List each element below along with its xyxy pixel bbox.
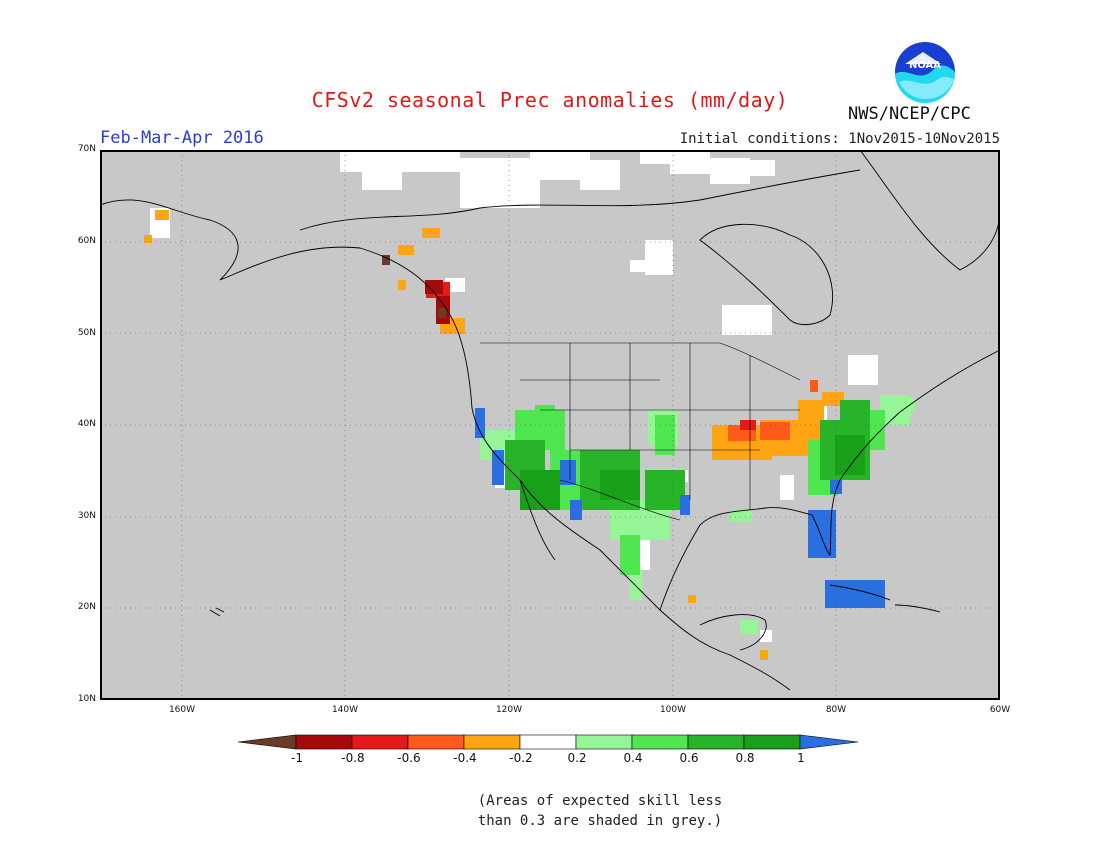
lat-label: 60N (77, 236, 96, 246)
lon-label: 100W (659, 705, 687, 715)
map-frame (100, 150, 1000, 700)
colorbar-swatch (295, 734, 353, 750)
colorbar-swatches (238, 734, 859, 750)
graticule (100, 150, 1000, 700)
political-borders (480, 342, 801, 521)
skill-note-line-2: than 0.3 are shaded in grey.) (477, 813, 723, 829)
colorbar-swatch (575, 734, 633, 750)
colorbar-left-arrow (238, 734, 297, 750)
colorbar-tick-label: -1 (291, 751, 303, 765)
skill-note-line-1: (Areas of expected skill less (477, 793, 723, 809)
colorbar-tick-label: -0.2 (509, 751, 533, 765)
lat-label: 20N (77, 602, 96, 612)
colorbar-swatch (687, 734, 745, 750)
lon-label: 120W (495, 705, 523, 715)
season-label: Feb-Mar-Apr 2016 (100, 128, 264, 148)
colorbar (238, 734, 859, 750)
colorbar-swatch (463, 734, 521, 750)
colorbar-swatch (631, 734, 689, 750)
anomaly-shading (144, 150, 915, 660)
colorbar-tick-label: -0.4 (453, 751, 477, 765)
colorbar-tick-label: -0.6 (397, 751, 421, 765)
colorbar-tick-label: -0.8 (341, 751, 365, 765)
initial-conditions-label: Initial conditions: 1Nov2015-10Nov2015 (679, 131, 1000, 147)
lat-label: 10N (77, 694, 96, 704)
lon-label: 80W (825, 705, 847, 715)
lon-label: 160W (168, 705, 196, 715)
precip-anomaly-map (100, 150, 1000, 700)
map-title: CFSv2 seasonal Prec anomalies (mm/day) (311, 88, 789, 112)
lon-label: 60W (989, 705, 1011, 715)
noaa-logo: NOAA (895, 42, 956, 104)
lat-label: 30N (77, 511, 96, 521)
colorbar-tick-label: 0.8 (735, 751, 755, 765)
lat-label: 40N (77, 419, 96, 429)
colorbar-swatch (407, 734, 465, 750)
colorbar-swatch (519, 734, 577, 750)
lat-label: 50N (77, 328, 96, 338)
colorbar-tick-label: 0.2 (567, 751, 587, 765)
lon-label: 140W (331, 705, 359, 715)
colorbar-right-arrow (799, 734, 859, 750)
colorbar-tick-label: 0.4 (623, 751, 643, 765)
colorbar-swatch (743, 734, 801, 750)
coastlines (100, 150, 1000, 691)
colorbar-tick-label: 0.6 (679, 751, 699, 765)
lat-label: 70N (77, 144, 96, 154)
colorbar-tick-label: 1 (797, 751, 805, 765)
agency-label: NWS/NCEP/CPC (848, 104, 971, 124)
colorbar-swatch (351, 734, 409, 750)
noaa-logo-text: NOAA (909, 60, 941, 71)
